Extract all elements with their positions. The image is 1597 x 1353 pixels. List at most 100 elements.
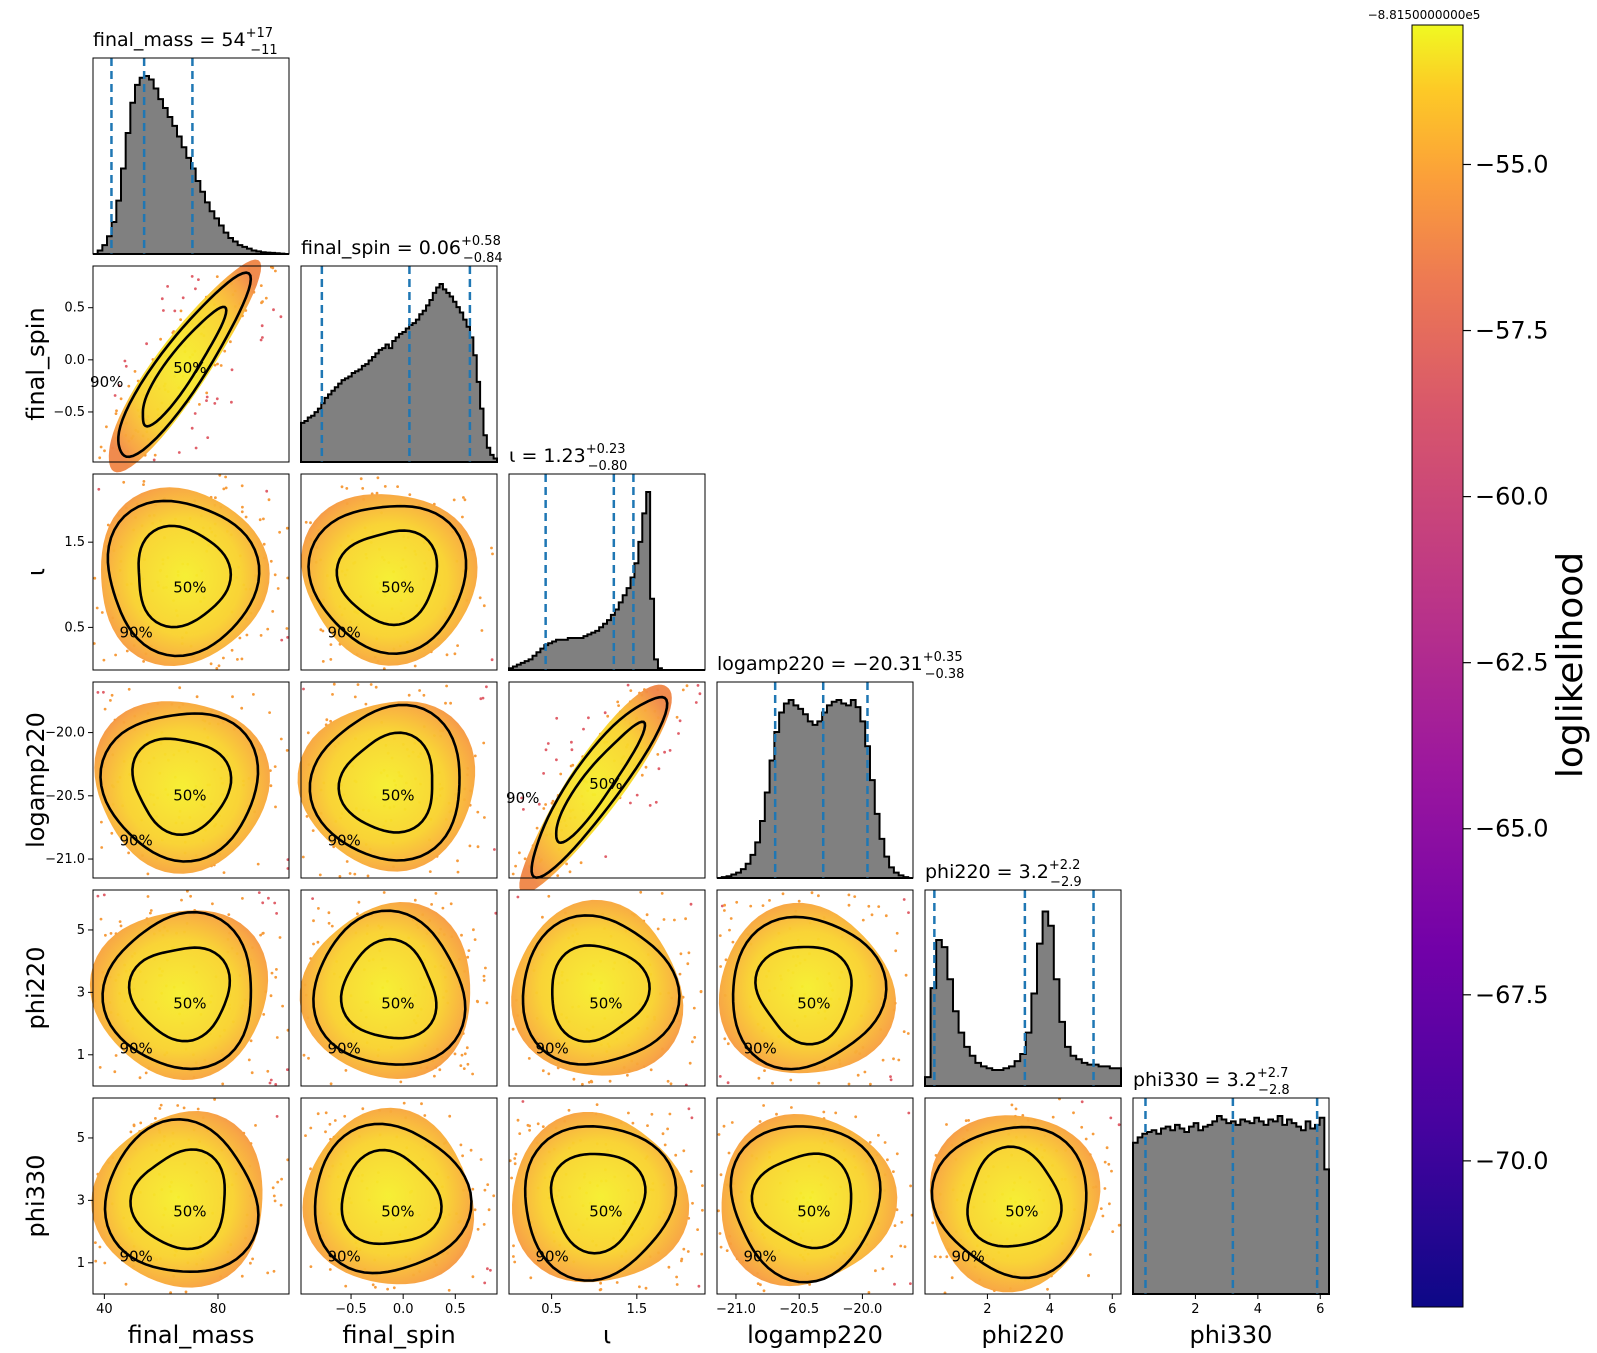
sample-point <box>430 903 433 906</box>
sample-point <box>482 1223 486 1226</box>
contour-label-90: 90% <box>327 1040 360 1058</box>
sample-point <box>306 731 310 735</box>
sample-point <box>227 913 231 916</box>
sample-point <box>893 1224 897 1227</box>
y-axis-label-logamp220: logamp220 <box>22 712 50 848</box>
sample-point <box>847 903 851 907</box>
title-plus: +17 <box>246 26 273 41</box>
sample-point <box>348 872 352 875</box>
sample-point <box>687 1107 691 1111</box>
sample-point <box>268 711 271 714</box>
sample-point <box>686 1250 690 1253</box>
sample-point <box>527 1057 531 1060</box>
sample-point <box>861 918 865 922</box>
panel-frame <box>300 681 498 879</box>
sample-point <box>720 904 724 908</box>
sample-point <box>259 634 263 637</box>
sample-point <box>459 1143 463 1147</box>
sample-point <box>675 1283 679 1286</box>
sample-point <box>473 754 477 758</box>
sample-point <box>413 664 417 668</box>
x-tick-label: 4 <box>1046 1302 1054 1317</box>
sample-point <box>644 765 648 769</box>
sample-point <box>889 1075 892 1078</box>
scatter-panel-iota-phi220: 50% 90% <box>508 889 706 1087</box>
scatter-panel-final_mass-iota: 50% 90% <box>92 473 290 671</box>
sample-point <box>182 1106 186 1110</box>
sample-point <box>422 693 426 697</box>
sample-point <box>771 1081 774 1085</box>
sample-point <box>266 627 270 631</box>
sample-point <box>278 530 281 534</box>
sample-point <box>196 1107 200 1111</box>
histogram-phi330 <box>1132 1115 1330 1295</box>
contour-label-90: 90% <box>743 1248 776 1266</box>
contour-50 <box>554 720 647 845</box>
sample-point <box>447 1288 451 1292</box>
sample-point <box>528 1128 531 1132</box>
y-tick-label: 1 <box>77 1256 85 1271</box>
sample-point <box>117 384 121 388</box>
sample-point <box>679 952 683 956</box>
sample-point <box>344 1069 348 1072</box>
title-plus: +2.2 <box>1049 858 1081 873</box>
y-tick-label: −21.0 <box>45 852 85 867</box>
sample-point <box>718 934 722 937</box>
sample-point <box>863 1070 867 1074</box>
sample-point <box>423 1114 427 1117</box>
sample-point <box>615 1281 619 1284</box>
sample-point <box>249 1039 253 1043</box>
sample-point <box>523 857 527 861</box>
sample-point <box>514 1152 518 1156</box>
sample-point <box>407 693 411 697</box>
sample-point <box>723 903 726 907</box>
sample-point <box>371 1283 375 1287</box>
sample-point <box>691 1201 694 1205</box>
sample-point <box>138 1076 142 1080</box>
sample-point <box>249 1261 252 1265</box>
sample-point <box>511 1027 515 1031</box>
title-minus: −11 <box>250 43 277 58</box>
x-tick-label: 6 <box>1316 1302 1324 1317</box>
sample-point <box>307 1056 310 1060</box>
x-tick-label: 4 <box>1254 1302 1262 1317</box>
sample-point <box>582 727 585 731</box>
sample-point <box>257 891 261 894</box>
sample-point <box>383 485 387 488</box>
scatter-panel-final_mass-logamp220: 50% 90% <box>92 681 290 879</box>
contour-90 <box>99 712 260 863</box>
sample-point <box>241 897 244 900</box>
title-minus: −2.9 <box>1050 875 1082 890</box>
sample-point <box>374 685 378 689</box>
sample-point <box>139 1121 143 1125</box>
sample-point <box>476 845 480 849</box>
sample-point <box>675 1275 678 1279</box>
sample-point <box>485 685 488 689</box>
title-final_mass: final_mass = 54+17 −11 <box>93 26 278 58</box>
sample-point <box>909 1184 912 1188</box>
y-tick-label: 0.5 <box>64 301 85 316</box>
sample-point <box>462 1067 466 1070</box>
sample-point <box>485 1001 489 1005</box>
sample-point <box>240 510 244 514</box>
sample-point <box>565 862 568 866</box>
sample-point <box>256 862 260 866</box>
contour-label-50: 50% <box>381 578 414 596</box>
panel-frame <box>508 681 706 879</box>
sample-point <box>301 855 305 859</box>
sample-point <box>735 900 739 904</box>
sample-point <box>699 990 703 994</box>
sample-point <box>102 893 106 897</box>
panel-frame <box>92 473 290 671</box>
title-phi220: phi220 = 3.2+2.2 −2.9 <box>925 858 1082 890</box>
sample-point <box>476 810 480 814</box>
sample-point <box>222 656 225 660</box>
sample-point <box>559 772 563 776</box>
sample-point <box>244 515 248 519</box>
sample-point <box>508 1159 512 1163</box>
sample-point <box>541 1069 545 1073</box>
y-tick-label: 1 <box>77 1048 85 1063</box>
sample-point <box>639 890 643 894</box>
sample-point <box>867 1291 871 1294</box>
sample-point <box>266 1271 270 1275</box>
